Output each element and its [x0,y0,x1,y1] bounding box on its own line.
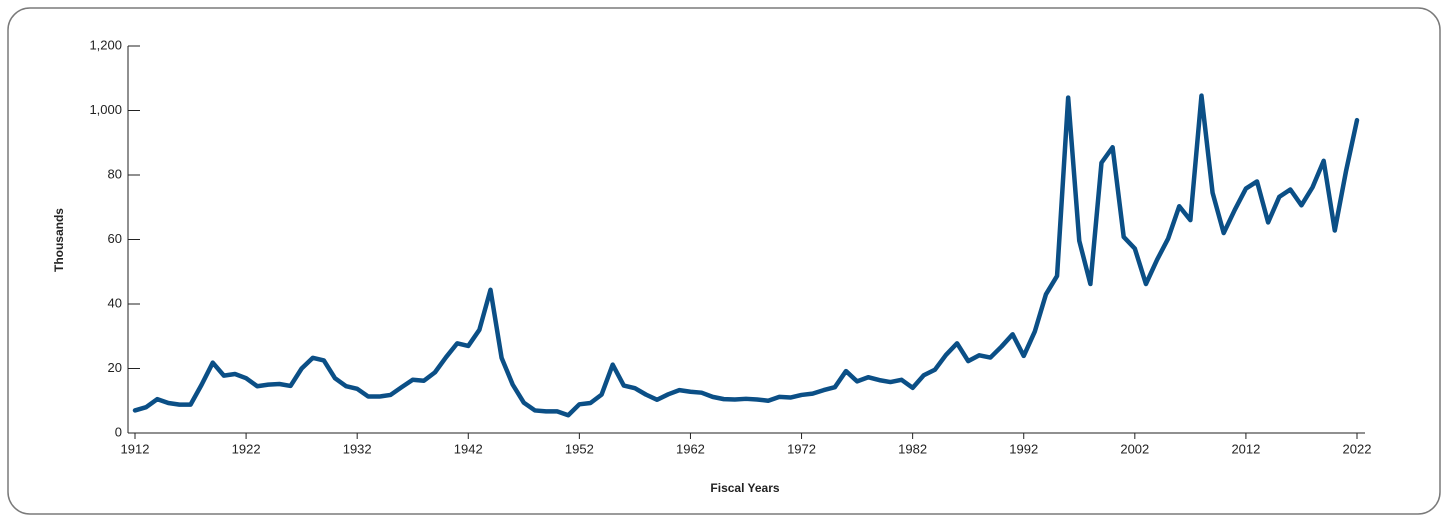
data-line [132,93,1360,418]
x-tick-label: 1922 [232,441,261,456]
y-tick-label: 60 [108,231,122,246]
y-tick-label: 0 [115,424,122,439]
x-tick-label: 1982 [898,441,927,456]
x-tick-label: 2002 [1120,441,1149,456]
x-tick-label: 1972 [787,441,816,456]
y-tick-label: 80 [108,166,122,181]
y-tick-label: 1,000 [89,102,122,117]
y-tick-label: 1,200 [89,37,122,52]
y-axis-label: Thousands [52,208,66,272]
y-tick-label: 40 [108,295,122,310]
x-tick-label: 1952 [565,441,594,456]
x-axis-label: Fiscal Years [710,481,779,495]
x-tick-label: 2022 [1343,441,1372,456]
x-tick-label: 2012 [1231,441,1260,456]
x-tick-label: 1912 [121,441,150,456]
frame [7,7,1441,515]
x-tick-label: 1942 [454,441,483,456]
x-tick-label: 1932 [343,441,372,456]
x-tick-label: 1962 [676,441,705,456]
x-tick-label: 1992 [1009,441,1038,456]
y-tick-label: 20 [108,360,122,375]
